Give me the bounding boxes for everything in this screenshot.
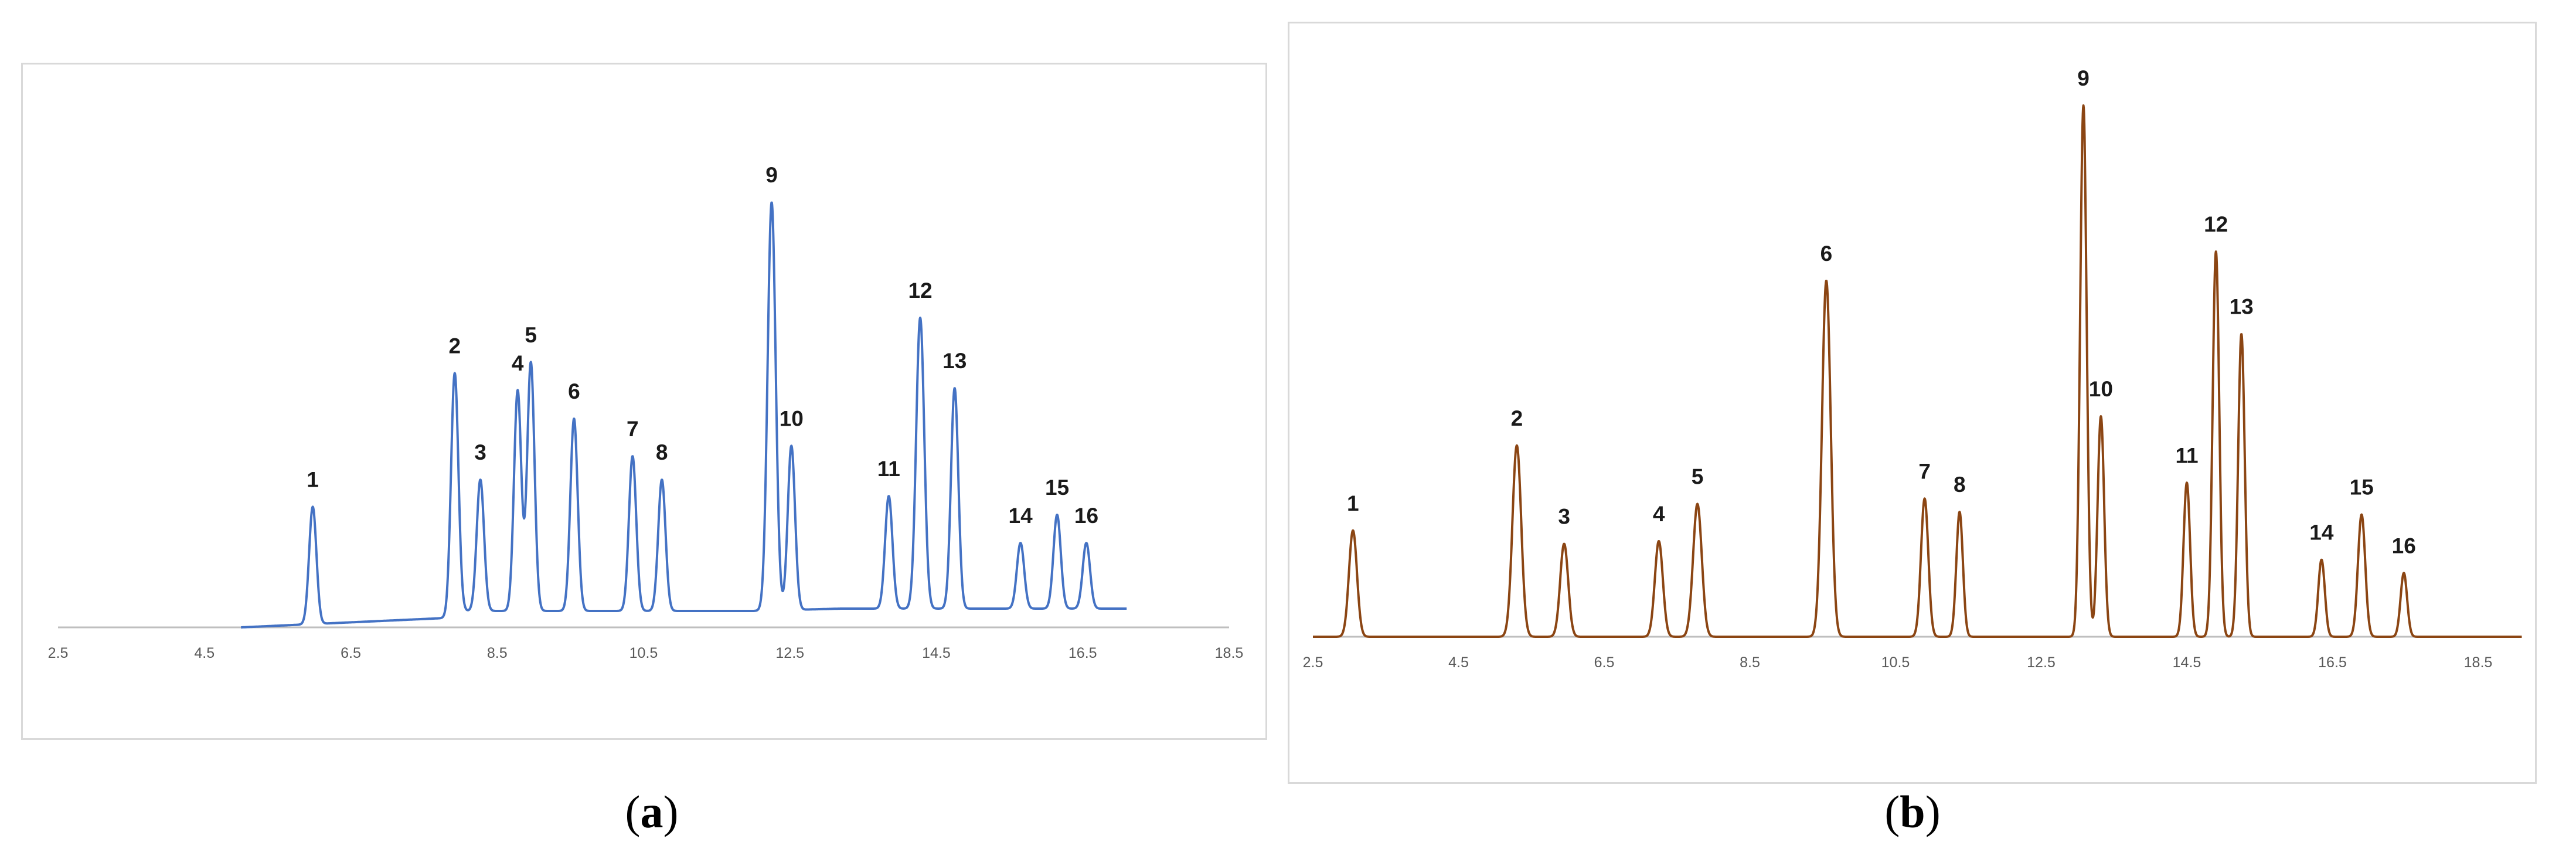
- chromatogram-trace: [1312, 104, 2523, 638]
- chromatogram-a-svg: 2.5 4.5 6.5 8.5 10.5 12.5 14.5 16.5 18.512345678…: [48, 163, 1244, 661]
- peak-label: 1: [307, 467, 319, 491]
- peak-label: 12: [2204, 212, 2228, 236]
- x-tick-label: 8.5: [1740, 654, 1760, 671]
- peak-label: 16: [1074, 504, 1098, 528]
- peak-label: 8: [1954, 473, 1966, 497]
- peak-label: 16: [2392, 534, 2416, 558]
- peak-label: 13: [942, 349, 967, 373]
- x-tick-label: 14.5: [922, 645, 951, 661]
- peak-label: 9: [765, 163, 778, 187]
- peak-label: 4: [512, 351, 524, 375]
- peak-label: 3: [1558, 504, 1570, 528]
- peak-label: 14: [2309, 521, 2334, 545]
- x-tick-label: 4.5: [194, 645, 215, 661]
- x-tick-label: 4.5: [1448, 654, 1469, 671]
- peak-label: 10: [2089, 377, 2113, 401]
- peak-label: 6: [1820, 242, 1833, 266]
- x-tick-label: 12.5: [2027, 654, 2056, 671]
- x-tick-label: 10.5: [1881, 654, 1910, 671]
- peak-label: 7: [1918, 459, 1931, 483]
- chromatogram-panel-a: 2.5 4.5 6.5 8.5 10.5 12.5 14.5 16.5 18.5 1 2 3 4 5 6 7 8…: [21, 63, 1267, 740]
- peak-label: 4: [1653, 502, 1665, 526]
- peak-label: 11: [877, 457, 900, 481]
- x-tick-label: 2.5: [1303, 654, 1323, 671]
- x-tick-label: 10.5: [629, 645, 658, 661]
- peak-label: 9: [2077, 66, 2090, 90]
- peak-label: 7: [627, 417, 639, 441]
- x-tick-label: 16.5: [1068, 645, 1097, 661]
- peak-label: 15: [2350, 476, 2374, 500]
- x-tick-label: 8.5: [487, 645, 508, 661]
- peak-label: 15: [1045, 476, 1069, 500]
- peak-label: 8: [656, 440, 668, 464]
- peak-label: 2: [1511, 406, 1523, 430]
- x-tick-label: 6.5: [1594, 654, 1615, 671]
- peak-label: 13: [2230, 295, 2254, 319]
- caption-a: (a): [625, 786, 679, 837]
- peak-label: 1: [1347, 491, 1359, 515]
- peak-label: 11: [2175, 443, 2198, 467]
- x-tick-label: 18.5: [1215, 645, 1244, 661]
- peak-label: 10: [780, 406, 804, 430]
- x-tick-label: 6.5: [341, 645, 361, 661]
- peak-label: 5: [1692, 465, 1704, 489]
- x-tick-label: 18.5: [2464, 654, 2493, 671]
- peak-label: 6: [568, 379, 580, 403]
- caption-b: (b): [1884, 786, 1941, 837]
- chromatogram-trace: [240, 201, 1128, 629]
- peak-label: 5: [525, 323, 537, 347]
- x-tick-label: 2.5: [48, 645, 69, 661]
- x-tick-label: 16.5: [2318, 654, 2347, 671]
- peak-label: 2: [449, 334, 461, 358]
- peak-label: 12: [908, 279, 932, 303]
- x-tick-label: 12.5: [775, 645, 804, 661]
- chromatogram-panel-b: 2.5 4.5 6.5 8.5 10.5 12.5 14.5 16.5 18.5 1 2 3 4 5 6 7 8…: [1288, 22, 2537, 784]
- peak-label: 14: [1009, 504, 1033, 528]
- peak-label: 3: [474, 440, 486, 464]
- x-tick-label: 14.5: [2173, 654, 2201, 671]
